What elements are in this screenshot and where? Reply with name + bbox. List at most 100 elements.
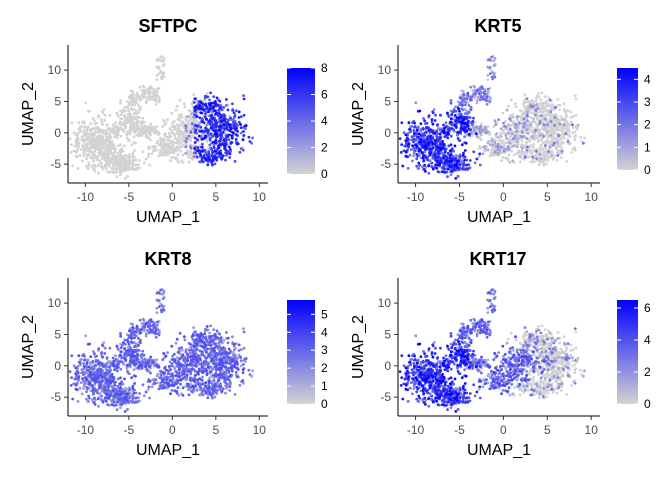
cell-point xyxy=(192,93,196,96)
cell-point xyxy=(547,96,550,100)
cell-point xyxy=(461,118,465,122)
cell-point xyxy=(540,91,544,95)
cell-point xyxy=(119,167,123,171)
cell-point xyxy=(116,115,120,118)
cell-point xyxy=(215,121,219,125)
x-tick-label: 10 xyxy=(585,190,599,204)
cell-point xyxy=(80,368,84,372)
cell-point xyxy=(510,149,514,153)
y-axis-title: UMAP_2 xyxy=(350,82,367,146)
cell-point xyxy=(520,131,524,135)
cell-point xyxy=(191,112,194,115)
cell-point xyxy=(98,153,102,156)
cell-point xyxy=(562,123,566,127)
cell-point xyxy=(573,138,577,142)
cell-point xyxy=(83,382,86,386)
cell-point xyxy=(404,133,408,137)
cell-point xyxy=(153,125,156,129)
cell-point xyxy=(526,119,529,123)
cell-point xyxy=(219,115,223,119)
cell-point xyxy=(439,157,443,161)
cell-point xyxy=(514,105,518,109)
cell-point xyxy=(91,117,95,120)
cell-point xyxy=(501,129,505,133)
cell-point xyxy=(419,156,423,160)
cell-point xyxy=(199,125,203,129)
cell-point xyxy=(169,135,173,139)
cell-point xyxy=(198,104,201,107)
cell-point xyxy=(211,150,215,154)
cell-point xyxy=(127,109,131,113)
cell-point xyxy=(516,119,520,122)
cell-point xyxy=(131,156,135,160)
cell-point xyxy=(449,120,453,124)
cell-point xyxy=(168,151,171,155)
cell-point xyxy=(534,108,538,112)
cell-point xyxy=(513,137,517,141)
cell-point xyxy=(118,149,122,153)
cell-point xyxy=(472,84,476,88)
cell-point xyxy=(175,159,179,162)
cell-point xyxy=(456,154,460,158)
cell-point xyxy=(239,364,243,368)
cell-point xyxy=(451,169,454,173)
cell-point xyxy=(176,146,180,150)
legend-tick-label: 4 xyxy=(321,114,328,128)
cell-point xyxy=(213,125,217,128)
cell-point xyxy=(118,122,121,125)
cell-point xyxy=(452,149,455,153)
cell-point xyxy=(520,109,523,113)
cell-point xyxy=(465,116,469,119)
cell-point xyxy=(197,134,201,138)
cell-point xyxy=(120,169,124,173)
cell-point xyxy=(227,114,231,118)
cell-point xyxy=(248,140,252,143)
cell-point xyxy=(214,157,218,160)
cell-point xyxy=(481,129,484,133)
cell-point xyxy=(420,151,424,155)
cell-point xyxy=(552,108,556,112)
cell-point xyxy=(461,104,464,107)
cell-point xyxy=(101,122,104,126)
cell-point xyxy=(543,117,547,121)
cell-point xyxy=(131,162,135,166)
cell-point xyxy=(531,145,535,149)
x-tick-label: 5 xyxy=(544,190,551,204)
cell-point xyxy=(235,142,239,146)
cell-point xyxy=(121,159,125,163)
cell-point xyxy=(526,132,530,135)
cell-point xyxy=(217,388,220,392)
cell-point xyxy=(165,144,169,148)
cell-point xyxy=(546,152,550,156)
cell-point xyxy=(140,120,144,124)
cell-point xyxy=(82,154,85,158)
cell-point xyxy=(131,151,135,155)
cell-point xyxy=(98,147,102,151)
cell-point xyxy=(178,138,181,142)
cell-point xyxy=(187,134,191,138)
cell-point xyxy=(154,145,158,149)
cell-point xyxy=(88,163,91,167)
cell-point xyxy=(470,131,473,135)
cell-point xyxy=(134,158,138,162)
cell-point xyxy=(89,156,93,160)
cell-point xyxy=(247,135,251,139)
cell-point xyxy=(559,118,563,122)
cell-point xyxy=(132,368,136,372)
cell-point xyxy=(239,122,242,126)
cell-point xyxy=(469,98,472,102)
cell-point xyxy=(556,154,560,157)
cell-point xyxy=(79,148,83,152)
cell-point xyxy=(415,164,419,168)
cell-point xyxy=(77,121,81,125)
cell-point xyxy=(135,91,139,95)
cell-point xyxy=(544,146,547,150)
cell-point xyxy=(137,111,140,114)
cell-point xyxy=(165,148,169,151)
cell-point xyxy=(99,140,103,144)
cell-point xyxy=(225,135,229,139)
cell-point xyxy=(93,119,96,123)
cell-point xyxy=(546,109,549,113)
cell-point xyxy=(486,148,490,152)
cell-point xyxy=(555,127,559,130)
